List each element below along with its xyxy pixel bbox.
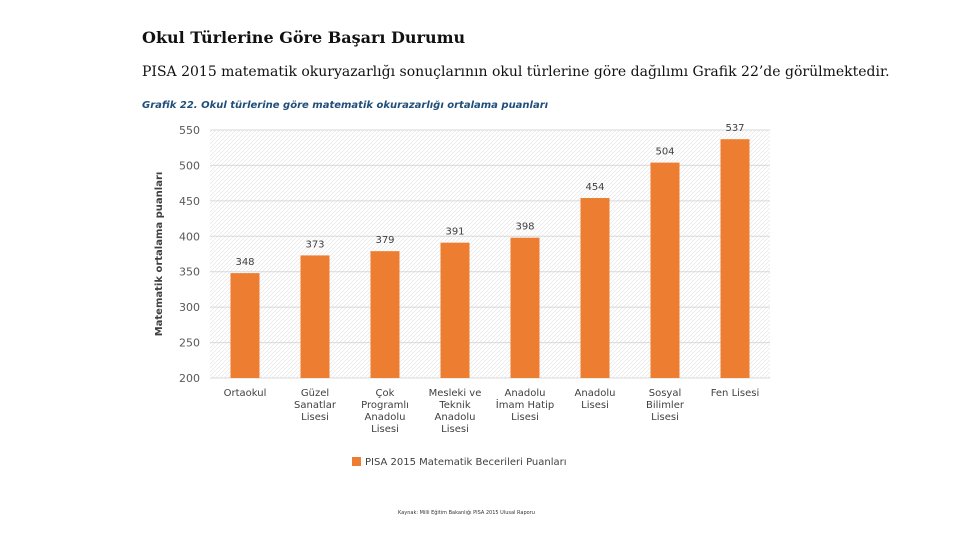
y-tick-label: 350: [179, 266, 200, 279]
plot-area: [210, 130, 770, 378]
y-tick-label: 450: [179, 195, 200, 208]
y-axis-label: Matematik ortalama puanları: [154, 172, 165, 337]
y-tick-label: 400: [179, 230, 200, 243]
bar: [510, 237, 540, 378]
chart-title: Grafik 22. Okul türlerine göre matematik…: [142, 100, 549, 111]
bar-chart: 348 373 379 391 398 454 504 537 200 250 300 350 400…: [154, 123, 770, 468]
bar: [440, 242, 470, 378]
bar-value-label: 348: [235, 257, 254, 268]
y-tick-label: 550: [179, 124, 200, 137]
x-category-label: Mesleki ve Teknik Anadolu Lisesi: [429, 388, 482, 435]
bar-value-label: 504: [655, 147, 674, 158]
intro-paragraph: PISA 2015 matematik okuryazarlığı sonuçl…: [142, 64, 890, 80]
y-tick-label: 500: [179, 159, 200, 172]
bar: [300, 255, 330, 378]
y-tick-label: 200: [179, 372, 200, 385]
x-category-label: Anadolu Lisesi: [575, 388, 616, 411]
bar-value-label: 379: [375, 235, 394, 246]
x-category-label: Anadolu İmam Hatip Lisesi: [496, 388, 554, 423]
bar-value-label: 454: [585, 182, 604, 193]
bar-value-label: 398: [515, 222, 534, 233]
bar-value-label: 391: [445, 227, 464, 238]
x-category-label: Fen Lisesi: [711, 388, 760, 399]
legend-label: PISA 2015 Matematik Becerileri Puanları: [365, 457, 567, 468]
x-category-label: Çok Programlı Anadolu Lisesi: [361, 388, 409, 435]
bar: [230, 273, 260, 378]
x-category-label: Ortaokul: [224, 388, 267, 399]
page-heading: Okul Türlerine Göre Başarı Durumu: [142, 28, 466, 47]
bar: [370, 251, 400, 378]
bar-value-label: 537: [725, 123, 744, 134]
bar: [580, 198, 610, 378]
bar-value-label: 373: [305, 239, 324, 250]
y-tick-label: 250: [179, 337, 200, 350]
source-note: Kaynak: Milli Eğitim Bakanlığı PISA 2015…: [398, 510, 535, 516]
x-category-label: Sosyal Bilimler Lisesi: [646, 388, 685, 423]
bar: [650, 162, 680, 378]
legend-swatch: [352, 457, 361, 466]
y-tick-label: 300: [179, 301, 200, 314]
bar: [720, 139, 750, 378]
x-category-label: Güzel Sanatlar Lisesi: [294, 388, 337, 423]
